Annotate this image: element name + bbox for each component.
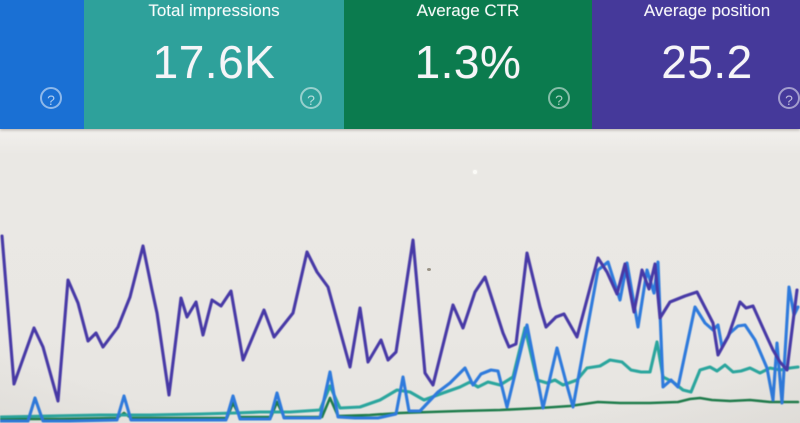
- card-value: 17.6K: [152, 36, 276, 88]
- help-icon[interactable]: ?: [300, 87, 322, 109]
- metric-card-clicks[interactable]: ?: [0, 0, 84, 129]
- chart-background: [0, 129, 800, 423]
- card-label: Total impressions: [148, 1, 280, 20]
- card-value: 1.3%: [414, 36, 522, 88]
- dust-speck: [427, 268, 431, 271]
- series-line-position: [0, 396, 800, 421]
- help-icon[interactable]: ?: [40, 87, 62, 109]
- metric-card-impressions[interactable]: Total impressions 17.6K ?: [84, 0, 344, 129]
- metric-card-ctr[interactable]: Average CTR 1.3% ?: [344, 0, 592, 129]
- help-icon[interactable]: ?: [548, 87, 570, 109]
- help-icon[interactable]: ?: [778, 87, 800, 109]
- card-value: 25.2: [661, 36, 753, 88]
- card-label: Average CTR: [416, 1, 520, 20]
- dust-speck: [473, 170, 477, 174]
- metric-cards-banner: ? Total impressions 17.6K ? Average CTR …: [0, 0, 800, 129]
- metric-card-position[interactable]: Average position 25.2 ?: [592, 0, 800, 129]
- series-line-impressions: [0, 234, 799, 403]
- card-label: Average position: [643, 1, 771, 20]
